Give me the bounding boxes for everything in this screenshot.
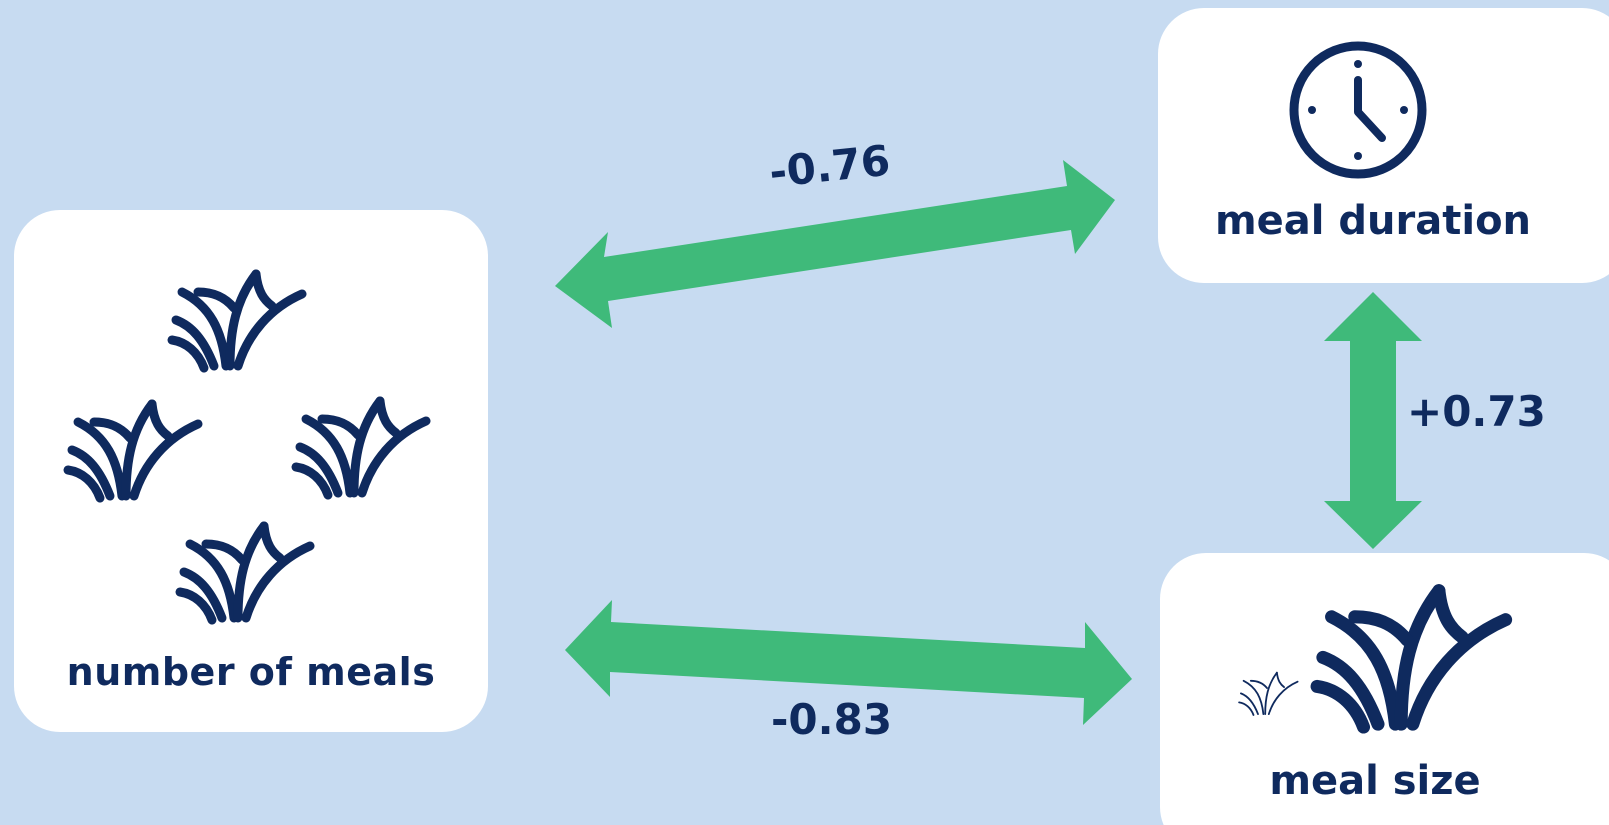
edge-label-duration-size: +0.73: [1407, 387, 1546, 436]
arrow-meals-size: [565, 600, 1132, 725]
clock-icon: [1289, 41, 1427, 179]
edge-label-meals-size: -0.83: [771, 695, 893, 744]
node-label: meal duration: [1214, 198, 1532, 244]
node-meal-size: meal size: [1160, 553, 1609, 825]
grass-small-large-icon: [1238, 584, 1513, 734]
arrow-meals-duration: [555, 160, 1115, 328]
node-meal-duration: meal duration: [1158, 8, 1609, 283]
node-label: meal size: [1269, 758, 1481, 804]
node-number-of-meals: number of meals: [14, 210, 488, 732]
arrow-duration-size: [1324, 292, 1422, 549]
node-label: number of meals: [66, 650, 436, 694]
